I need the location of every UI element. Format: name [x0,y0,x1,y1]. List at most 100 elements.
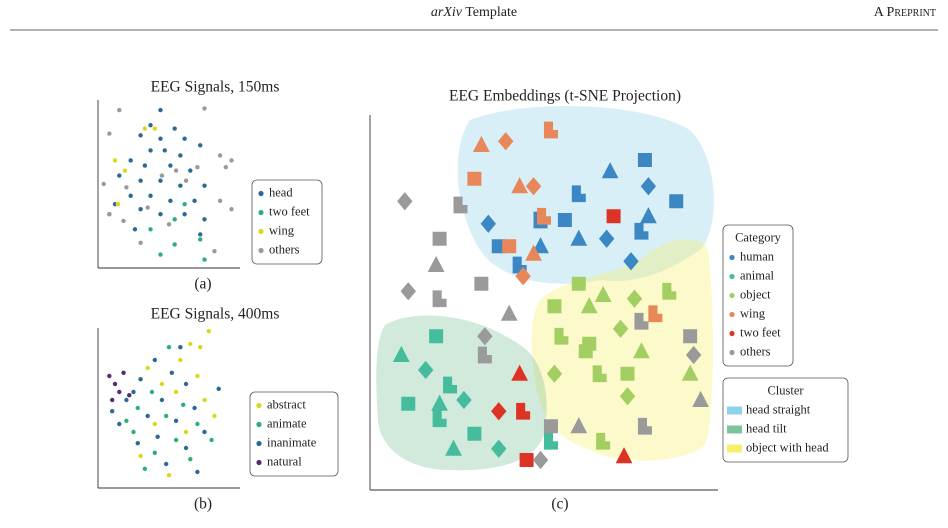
point [592,365,607,383]
point [571,276,586,291]
point [107,373,112,379]
point [158,178,163,183]
point [142,163,148,168]
point [543,419,558,434]
legend-swatch [727,425,742,434]
point [212,413,217,419]
point [173,437,179,443]
cluster-region [376,315,547,471]
point [152,421,157,427]
caption: (c) [551,496,568,513]
point [202,106,207,111]
point [188,341,193,347]
point [166,222,172,227]
point [195,373,200,379]
point [472,135,490,152]
point [149,389,155,395]
point [480,214,497,233]
point [148,123,153,128]
point [181,402,186,407]
point [511,177,529,194]
legend-label: animate [267,416,307,430]
point [158,107,163,113]
point [498,132,514,151]
point [138,377,143,382]
point [128,193,133,198]
legend-marker [258,247,264,254]
legend-marker [258,228,264,235]
point [107,212,112,217]
point [192,405,197,411]
point [131,429,136,435]
legend-label: head straight [746,402,811,416]
point [168,163,173,168]
point [525,244,542,261]
point [178,153,183,158]
point [598,229,615,248]
point [121,218,126,224]
point [606,209,621,224]
point [152,357,157,363]
point [117,107,122,113]
legend-marker [729,292,735,299]
point [532,450,549,470]
point [554,327,569,345]
legend-label: others [269,242,300,256]
point [148,148,153,153]
point [173,389,179,395]
legend-marker [729,311,735,318]
point [229,158,234,163]
legend-label: two feet [269,204,310,218]
legend-box [249,391,339,477]
point [128,158,133,163]
point [182,201,187,207]
legend-label: animal [740,268,775,282]
point [172,217,177,222]
legend-box [722,377,849,463]
legend-title: Category [735,230,782,244]
point [217,198,223,203]
legend-label: wing [269,223,295,237]
point [138,453,143,459]
point [183,445,189,451]
point [685,345,702,365]
point [145,205,150,210]
legend-marker [256,459,262,466]
point [223,165,228,170]
point [397,192,413,211]
header-label: A Preprint [874,5,936,20]
point [162,148,167,153]
legend-label: head tilt [746,421,787,435]
point [623,252,639,271]
point [432,410,447,428]
point [532,237,549,254]
point [634,312,649,330]
point [158,212,163,217]
point [491,439,507,458]
point [571,185,586,203]
point [121,370,126,375]
point [110,397,115,403]
point [124,397,129,403]
legend-label: wing [740,306,766,320]
point [178,345,183,350]
point [543,121,558,139]
point [195,469,200,475]
point [515,267,531,286]
point [169,370,175,375]
point [138,207,143,212]
point [142,126,148,131]
point [158,252,163,257]
point [537,207,551,225]
point [112,381,118,387]
point [216,386,221,391]
point [107,131,112,136]
point [178,183,183,188]
legend-label: others [740,344,771,358]
point [188,457,193,462]
point [456,390,472,410]
legend-marker [729,273,735,280]
point [115,201,121,207]
point [152,126,157,131]
point [183,429,189,435]
